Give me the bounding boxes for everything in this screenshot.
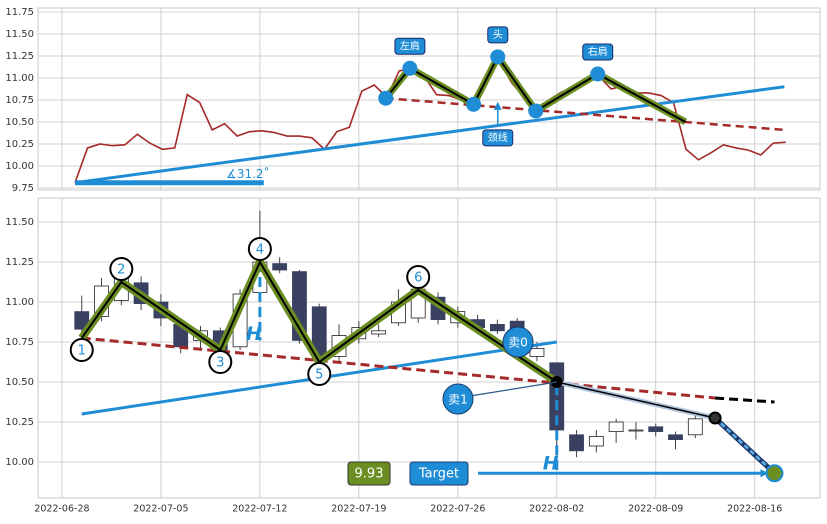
trend-line bbox=[74, 85, 785, 185]
y-tick-label: 11.00 bbox=[5, 73, 34, 84]
angle-label: ∡31.2˚ bbox=[226, 166, 269, 181]
label-box bbox=[482, 129, 514, 147]
candle-body bbox=[529, 347, 545, 357]
pattern-marker bbox=[69, 338, 94, 362]
bottom-panel bbox=[37, 197, 821, 499]
pattern-point bbox=[378, 90, 394, 106]
y-tick-label: 10.00 bbox=[5, 457, 34, 468]
candle-body bbox=[272, 263, 288, 271]
pattern-label: 头 bbox=[493, 29, 503, 41]
x-tick-label: 2022-07-05 bbox=[133, 504, 188, 515]
y-tick-label: 11.50 bbox=[5, 217, 34, 228]
x-tick-label: 2022-07-12 bbox=[232, 504, 287, 515]
pattern-label: 1 bbox=[78, 344, 86, 359]
candle-body bbox=[489, 323, 505, 332]
forecast-line bbox=[714, 417, 776, 475]
y-tick-label: 10.75 bbox=[5, 337, 34, 348]
x-tick-label: 2022-06-28 bbox=[34, 504, 89, 515]
y-tick-label: 10.25 bbox=[5, 417, 34, 428]
x-tick-label: 2022-07-26 bbox=[430, 504, 485, 515]
label-box bbox=[582, 43, 614, 61]
signal-marker bbox=[502, 326, 534, 358]
x-tick-label: 2022-08-09 bbox=[628, 504, 683, 515]
target-label: Target bbox=[418, 467, 459, 482]
neckline-extension bbox=[714, 396, 775, 404]
forecast-line bbox=[556, 381, 716, 419]
pattern-marker bbox=[406, 265, 431, 289]
pattern-marker bbox=[109, 257, 134, 281]
y-tick-label: 11.00 bbox=[5, 297, 34, 308]
candle-body bbox=[569, 434, 584, 452]
y-tick-label: 10.50 bbox=[5, 377, 34, 388]
height-label: H bbox=[543, 453, 559, 475]
target-arrowhead bbox=[760, 469, 769, 478]
y-tick-label: 10.50 bbox=[5, 117, 34, 128]
x-tick-label: 2022-07-19 bbox=[331, 504, 386, 515]
height-label: H bbox=[246, 323, 262, 345]
pattern-label: 2 bbox=[117, 263, 125, 278]
candle-body bbox=[668, 434, 683, 440]
forecast-point bbox=[765, 464, 784, 483]
pattern-label: 3 bbox=[216, 356, 224, 371]
pattern-marker bbox=[307, 362, 332, 386]
label-box bbox=[487, 26, 509, 44]
pattern-label: 左肩 bbox=[400, 39, 420, 52]
pattern-point bbox=[466, 96, 482, 112]
candle-body bbox=[687, 418, 703, 436]
neckline-arrowhead bbox=[493, 101, 502, 110]
target-value-box bbox=[347, 461, 391, 486]
price-line bbox=[74, 58, 786, 183]
pattern-point bbox=[590, 66, 606, 82]
y-tick-label: 9.75 bbox=[12, 183, 34, 194]
y-tick-label: 11.50 bbox=[5, 29, 34, 40]
x-tick-label: 2022-08-16 bbox=[727, 504, 782, 515]
pattern-label: 4 bbox=[256, 243, 264, 258]
pattern-label: 6 bbox=[414, 271, 422, 286]
candle-body bbox=[371, 330, 387, 335]
label-box bbox=[394, 37, 426, 55]
signal-label: 卖0 bbox=[508, 336, 528, 350]
y-tick-label: 11.25 bbox=[5, 257, 34, 268]
candle-body bbox=[588, 435, 604, 447]
y-tick-label: 10.00 bbox=[5, 161, 34, 172]
pattern-label: 5 bbox=[315, 368, 323, 383]
y-tick-label: 10.75 bbox=[5, 95, 34, 106]
candle-body bbox=[628, 429, 644, 432]
neckline bbox=[385, 96, 785, 132]
pattern-marker bbox=[208, 350, 233, 374]
target-value: 9.93 bbox=[355, 467, 384, 482]
signal-label: 卖1 bbox=[448, 393, 468, 407]
x-tick-label: 2022-08-02 bbox=[529, 504, 584, 515]
pattern-point bbox=[490, 49, 506, 65]
y-tick-label: 10.25 bbox=[5, 139, 34, 150]
pattern-point bbox=[402, 60, 418, 76]
y-tick-label: 11.25 bbox=[5, 51, 34, 62]
pattern-marker bbox=[247, 237, 272, 261]
pattern-label: 右肩 bbox=[588, 45, 608, 58]
pattern-point bbox=[528, 103, 544, 119]
candle-body bbox=[608, 421, 624, 433]
neckline-label: 颈线 bbox=[488, 131, 508, 144]
candle-body bbox=[74, 311, 90, 330]
target-label-box bbox=[409, 461, 469, 486]
forecast-point bbox=[708, 411, 722, 425]
pattern-line bbox=[80, 259, 558, 383]
y-tick-label: 11.75 bbox=[5, 7, 34, 18]
candle-body bbox=[648, 426, 664, 432]
signal-pointer bbox=[469, 381, 557, 397]
neckline bbox=[81, 336, 716, 400]
signal-marker bbox=[442, 383, 474, 415]
